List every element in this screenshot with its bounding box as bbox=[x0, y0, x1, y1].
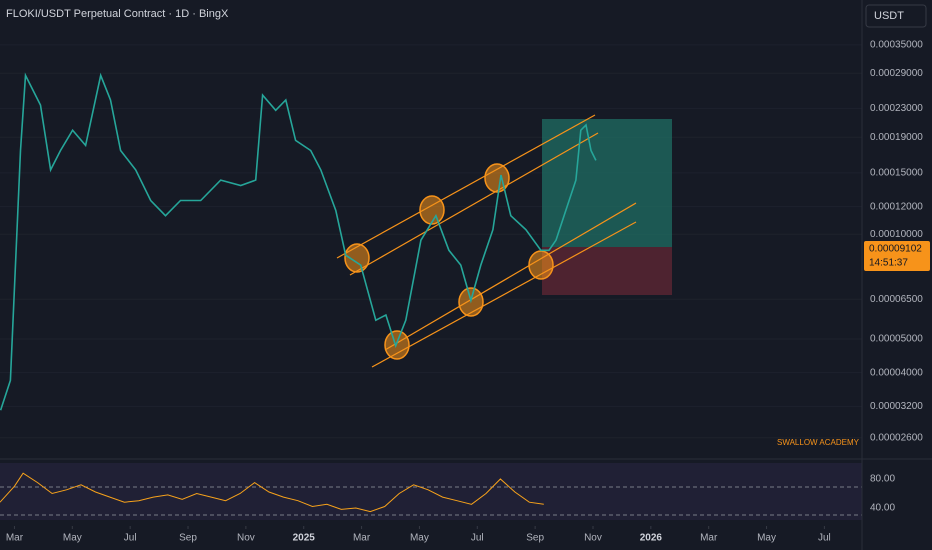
y-tick-label: 0.00003200 bbox=[870, 401, 923, 412]
watermark: SWALLOW ACADEMY bbox=[777, 438, 860, 447]
touch-point bbox=[419, 195, 445, 225]
loss-zone bbox=[542, 247, 672, 295]
x-tick-label: Nov bbox=[584, 533, 602, 544]
y-tick-label: 0.00010000 bbox=[870, 229, 923, 240]
last-price: 0.00009102 bbox=[869, 244, 922, 255]
price-tag bbox=[864, 241, 930, 271]
price-line bbox=[0, 72, 597, 411]
channel-line bbox=[349, 132, 599, 276]
y-tick-label: 40.00 bbox=[870, 503, 895, 514]
chart-title: FLOKI/USDT Perpetual Contract · 1D · Bin… bbox=[6, 8, 229, 20]
x-tick-label: 2026 bbox=[640, 533, 663, 544]
x-tick-label: Mar bbox=[6, 533, 24, 544]
y-tick-label: 0.00004000 bbox=[870, 367, 923, 378]
rsi-line bbox=[0, 472, 544, 513]
y-tick-label: 0.00006500 bbox=[870, 294, 923, 305]
x-tick-label: Nov bbox=[237, 533, 255, 544]
x-tick-label: May bbox=[410, 533, 429, 544]
y-tick-label: 0.00023000 bbox=[870, 103, 923, 114]
y-tick-label: 0.00035000 bbox=[870, 40, 923, 51]
touch-point bbox=[484, 163, 510, 193]
touch-point bbox=[384, 330, 410, 360]
x-tick-label: Sep bbox=[179, 533, 197, 544]
x-tick-label: Jul bbox=[124, 533, 137, 544]
x-tick-label: Sep bbox=[526, 533, 544, 544]
touch-point bbox=[344, 243, 370, 273]
channel-line bbox=[384, 202, 637, 351]
touch-point bbox=[528, 250, 554, 280]
y-tick-label: 0.00029000 bbox=[870, 68, 923, 79]
profit-zone bbox=[542, 119, 672, 247]
y-tick-label: 0.00019000 bbox=[870, 132, 923, 143]
y-tick-label: 0.00002600 bbox=[870, 432, 923, 443]
x-tick-label: 2025 bbox=[293, 533, 316, 544]
countdown: 14:51:37 bbox=[869, 258, 908, 269]
y-tick-label: 80.00 bbox=[870, 474, 895, 485]
x-tick-label: Mar bbox=[353, 533, 371, 544]
x-tick-label: Mar bbox=[700, 533, 718, 544]
channel-line bbox=[371, 221, 637, 368]
currency-button[interactable] bbox=[865, 4, 927, 28]
x-tick-label: Jul bbox=[818, 533, 831, 544]
currency[interactable]: USDT bbox=[874, 10, 904, 22]
y-tick-label: 0.00015000 bbox=[870, 168, 923, 179]
y-tick-label: 0.00005000 bbox=[870, 334, 923, 345]
channel-line bbox=[336, 114, 596, 259]
channel bbox=[336, 114, 637, 368]
y-tick-label: 0.00012000 bbox=[870, 201, 923, 212]
x-tick-label: May bbox=[63, 533, 82, 544]
x-tick-label: Jul bbox=[471, 533, 484, 544]
x-tick-label: May bbox=[757, 533, 776, 544]
